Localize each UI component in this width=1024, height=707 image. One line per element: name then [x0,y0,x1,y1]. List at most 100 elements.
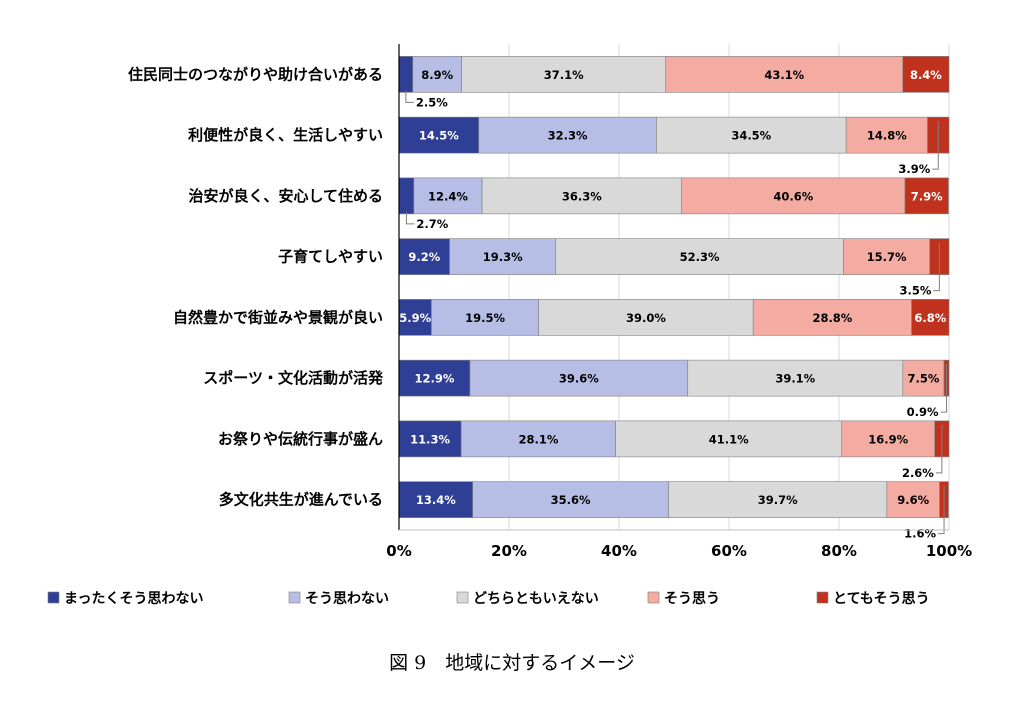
data-label: 41.1% [709,432,749,446]
bar-segment [478,116,657,154]
data-label: 37.1% [544,68,584,82]
x-tick-label: 40% [601,542,637,560]
legend-swatch [47,591,60,604]
category-label: スポーツ・文化活動が活発 [203,369,384,387]
data-label: 2.7% [416,217,448,231]
bar-segment [555,238,844,275]
data-label: 13.4% [416,493,456,507]
data-label: 28.8% [812,311,852,325]
x-tick-label: 0% [386,542,411,560]
category-label: 子育てしやすい [278,248,383,266]
data-label: 5.9% [399,311,431,325]
x-tick-label: 100% [926,542,972,560]
bar-segment [413,177,483,215]
category-label: 自然豊かで街並みや景観が良い [173,308,383,326]
data-label: 8.4% [910,68,942,82]
category-label: 住民同士のつながりや助け合いがある [128,65,383,83]
data-label: 12.9% [415,372,455,386]
data-label: 28.1% [518,432,558,446]
data-label: 11.3% [410,432,450,446]
bar-segment [886,481,940,518]
category-label: お祭りや伝統行事が盛ん [218,430,383,448]
bar-segment [538,299,754,336]
bar-segment [472,481,669,518]
data-label: 12.4% [428,189,468,203]
legend-label: そう思う [664,591,720,607]
data-label: 43.1% [764,68,804,82]
data-label: 19.5% [465,311,505,325]
data-label: 19.3% [483,250,523,264]
bar-segment [902,56,950,93]
category-label: 利便性が良く、生活しやすい [188,126,383,144]
bar-segment [681,177,906,215]
bar-segment [752,299,912,336]
bar-segment [615,420,843,458]
data-label: 40.6% [773,189,813,203]
legend-swatch [288,591,301,604]
data-label: 0.9% [907,405,939,419]
category-label: 多文化共生が進んでいる [219,491,383,509]
data-label: 7.5% [907,372,939,386]
legend-swatch [816,591,829,604]
legend-label: まったくそう思わない [64,591,203,607]
x-tick-label: 60% [711,542,747,560]
data-label: 39.1% [775,372,815,386]
data-label: 35.6% [551,493,591,507]
bar-segment [412,56,463,93]
bar-segment [904,177,949,215]
label-leader-line [938,485,945,535]
bar-segment [431,299,540,336]
legend-label: そう思わない [305,591,389,607]
x-tick-label: 20% [491,542,527,560]
bar-segment [398,56,414,93]
bar-segment [481,177,682,215]
data-label: 3.9% [898,162,930,176]
label-leader-line [405,211,415,225]
figure-caption: 図 9 地域に対するイメージ [389,652,635,674]
data-label: 2.6% [902,466,934,480]
bar-segment [398,238,450,275]
data-label: 7.9% [911,189,943,203]
label-leader-line [940,364,948,413]
category-label: 治安が良く、安心して住める [188,187,383,205]
label-leader-line [933,242,940,292]
data-label: 39.6% [559,372,599,386]
bar-segment [398,116,480,154]
label-leader-line [932,121,939,170]
data-label: 1.6% [904,527,936,541]
bar-segment [843,238,931,275]
data-label: 52.3% [680,250,720,264]
bar-segment [461,56,667,93]
data-label: 39.7% [758,493,798,507]
bar-segment [398,177,415,215]
data-label: 9.2% [408,250,440,264]
data-label: 15.7% [867,250,907,264]
bar-segment [398,420,462,458]
legend-label: とてもそう思う [833,591,930,607]
bar-segment [460,420,616,458]
bar-segment [469,359,689,397]
legend-swatch [647,591,660,604]
bar-segment [911,299,950,336]
legend-swatch [456,591,469,604]
data-label: 36.3% [562,189,602,203]
data-label: 8.9% [421,68,453,82]
data-label: 9.6% [897,493,929,507]
label-leader-line [405,90,414,103]
x-tick-label: 80% [821,542,857,560]
data-label: 2.5% [416,95,448,109]
data-label: 14.8% [867,129,907,143]
data-label: 6.8% [914,311,946,325]
bar-segment [449,238,557,275]
bar-segment [668,481,888,518]
bar-segment [665,56,904,93]
data-label: 34.5% [731,129,771,143]
data-label: 39.0% [626,311,666,325]
data-label: 3.5% [899,284,931,298]
data-label: 16.9% [868,432,908,446]
bar-segment [398,481,473,518]
data-label: 32.3% [548,129,588,143]
data-label: 14.5% [419,129,459,143]
label-leader-line [935,424,943,474]
